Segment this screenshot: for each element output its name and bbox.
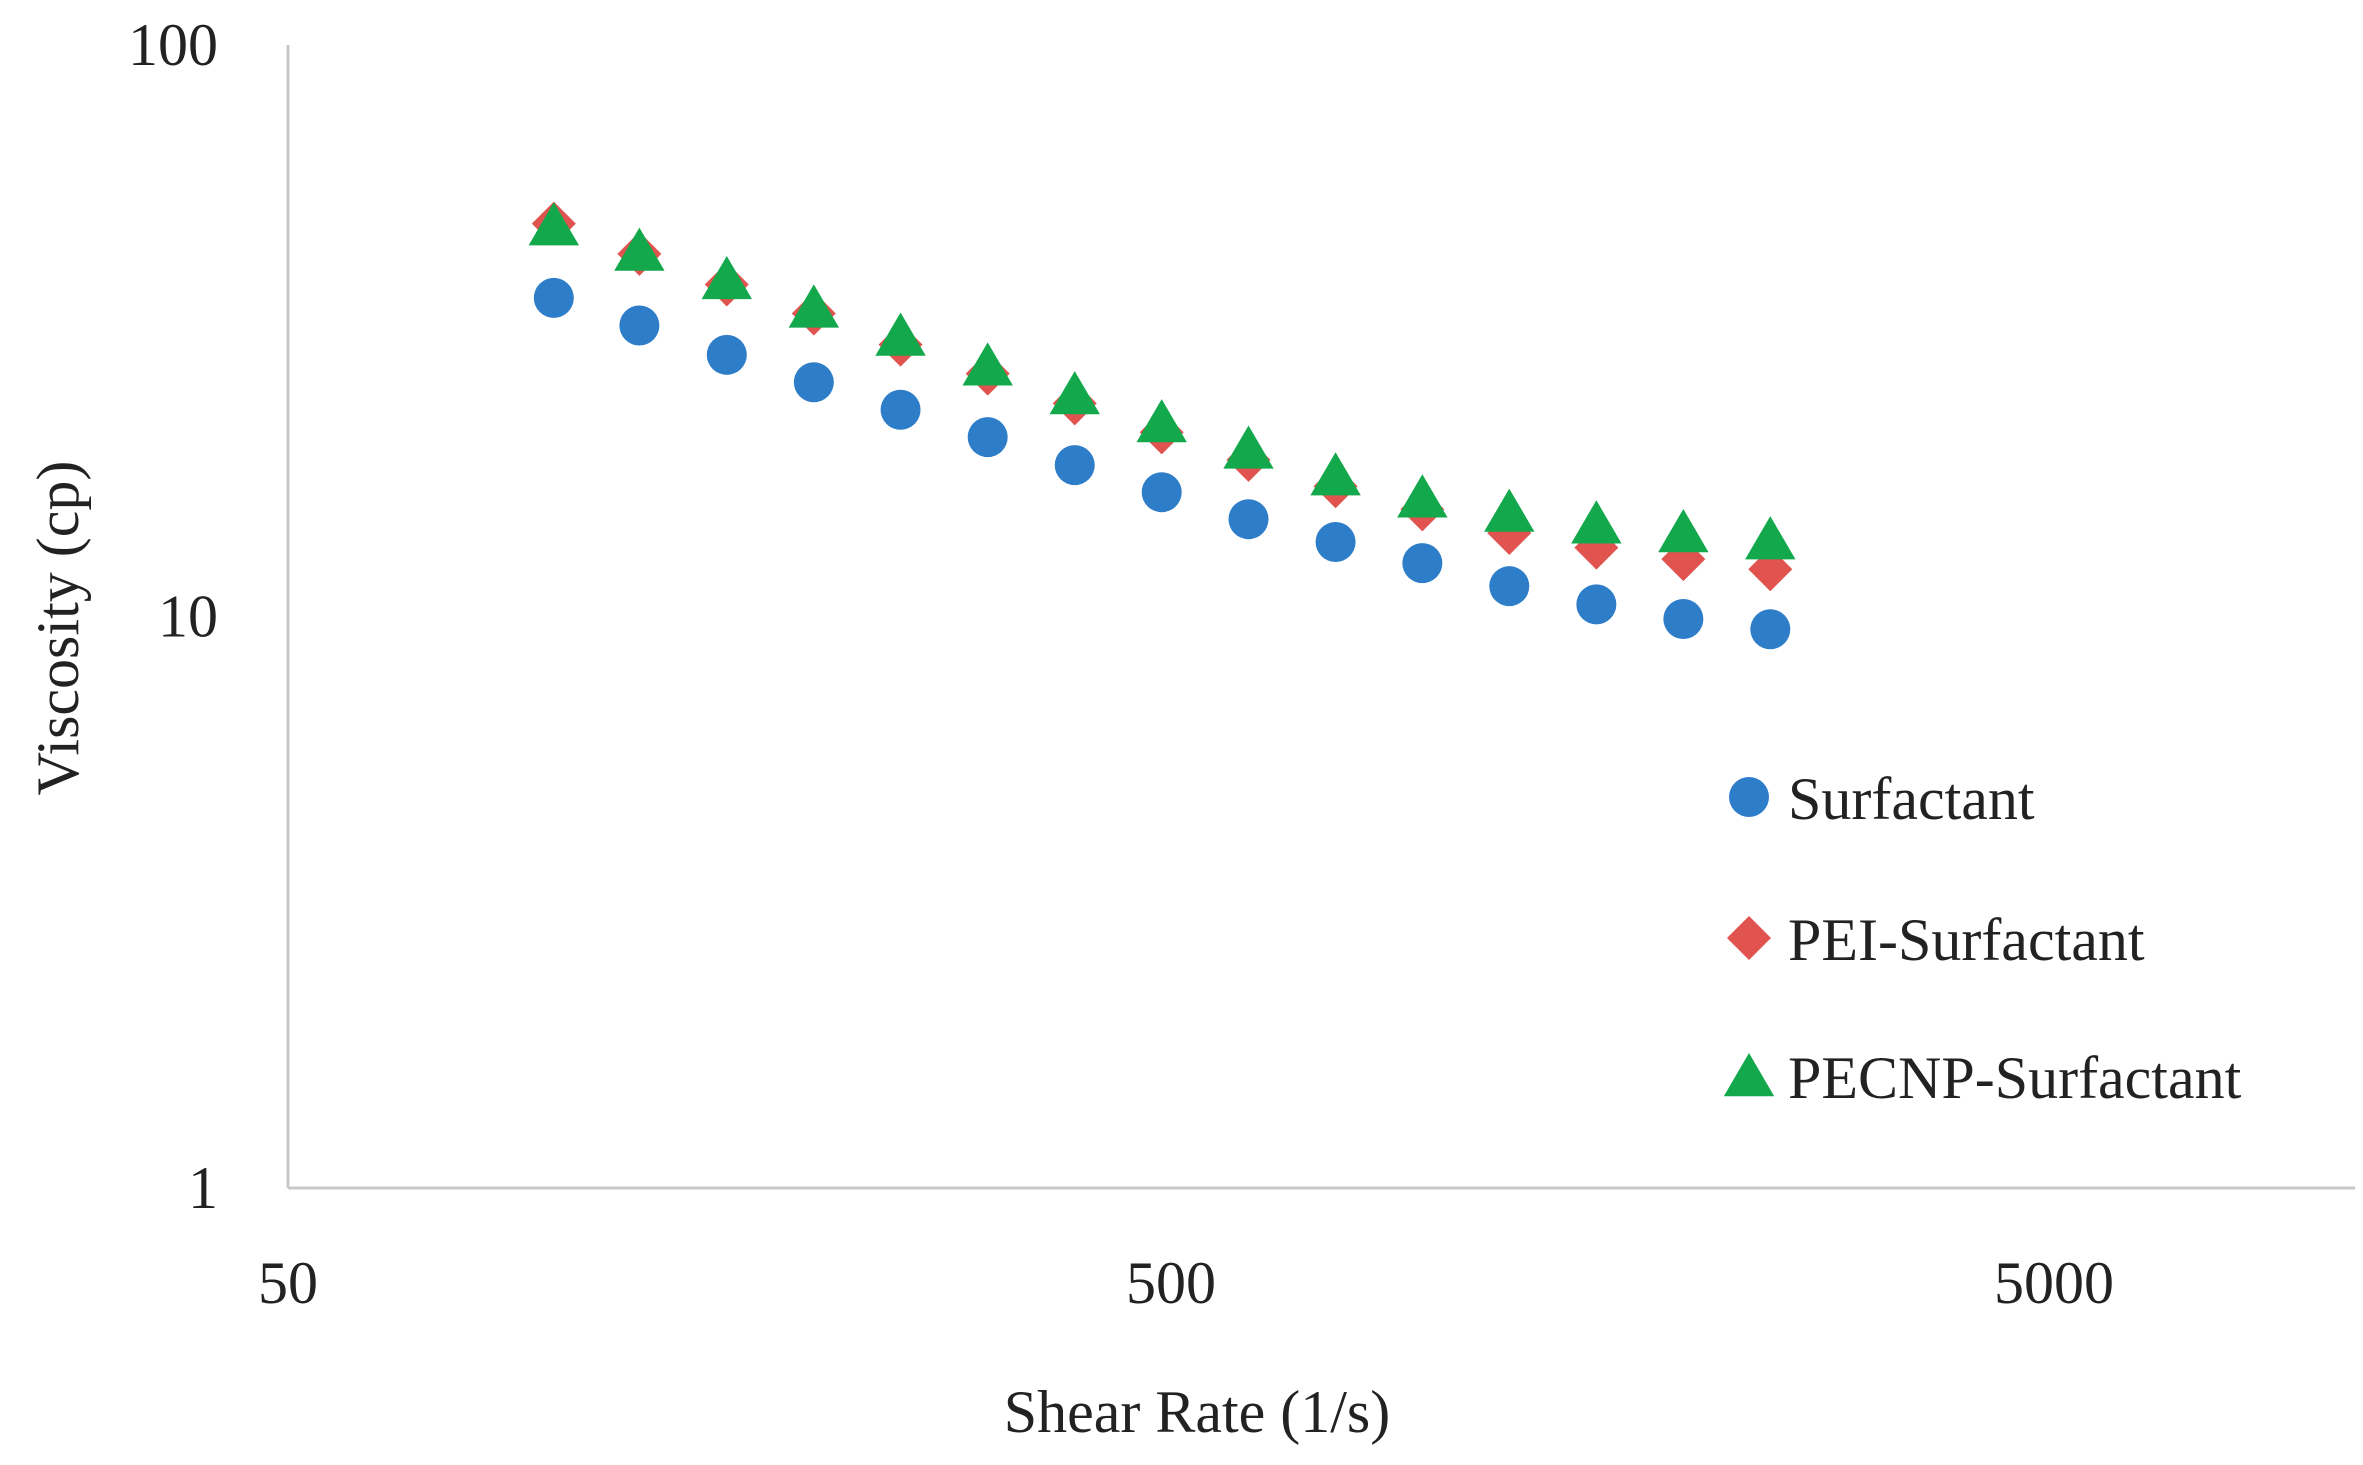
point-surfactant-1: [533, 277, 574, 318]
legend-label-pei-surfactant: PEI-Surfactant: [1788, 907, 2145, 973]
y-tick-label-1: 1: [188, 1155, 218, 1221]
x-tick-labels: 50 500 5000: [258, 1250, 2114, 1316]
point-pecnp-surfactant-5: [875, 312, 926, 356]
point-surfactant-2: [619, 305, 660, 346]
legend-item-pecnp-surfactant: PECNP-Surfactant: [1723, 1045, 2242, 1111]
point-surfactant-10: [1315, 522, 1356, 563]
point-surfactant-13: [1576, 584, 1617, 625]
point-surfactant-11: [1402, 543, 1443, 584]
x-tick-label-500: 500: [1126, 1250, 1216, 1316]
point-surfactant-3: [706, 334, 747, 375]
point-pecnp-surfactant-15: [1745, 516, 1796, 560]
legend-marker-surfactant: [1729, 777, 1769, 817]
point-pecnp-surfactant-13: [1571, 500, 1622, 544]
point-surfactant-12: [1489, 566, 1530, 607]
point-surfactant-7: [1054, 445, 1095, 486]
point-surfactant-8: [1141, 472, 1182, 513]
point-pecnp-surfactant-7: [1049, 371, 1100, 415]
point-surfactant-14: [1663, 598, 1704, 639]
y-tick-label-100: 100: [128, 12, 218, 78]
point-pecnp-surfactant-8: [1136, 399, 1187, 443]
series-layer: [528, 201, 1796, 650]
legend-item-surfactant: Surfactant: [1729, 766, 2035, 832]
y-axis-title: Viscosity (cp): [25, 461, 91, 796]
point-pecnp-surfactant-1: [528, 202, 580, 246]
x-tick-label-5000: 5000: [1994, 1250, 2114, 1316]
point-pecnp-surfactant-4: [788, 284, 840, 328]
y-tick-labels: 1 10 100: [128, 12, 218, 1221]
legend-item-pei-surfactant: PEI-Surfactant: [1727, 907, 2145, 973]
point-surfactant-6: [967, 417, 1008, 458]
point-pecnp-surfactant-14: [1658, 508, 1709, 553]
point-pecnp-surfactant-9: [1223, 425, 1274, 469]
legend: Surfactant PEI-Surfactant PECNP-Surfacta…: [1723, 766, 2242, 1111]
series-surfactant: [533, 277, 1791, 650]
legend-label-pecnp-surfactant: PECNP-Surfactant: [1788, 1045, 2242, 1111]
y-tick-label-10: 10: [158, 584, 218, 650]
point-pecnp-surfactant-2: [614, 227, 665, 271]
x-tick-label-50: 50: [258, 1250, 318, 1316]
legend-symbol-pecnp-surfactant: [1723, 1053, 1775, 1097]
point-pecnp-surfactant-10: [1310, 452, 1361, 496]
point-surfactant-9: [1228, 499, 1269, 540]
point-pecnp-surfactant-11: [1397, 474, 1448, 518]
point-surfactant-4: [793, 362, 834, 403]
series-pecnp-surfactant: [528, 202, 1796, 560]
point-surfactant-5: [880, 389, 921, 430]
point-pecnp-surfactant-3: [701, 255, 752, 300]
point-pecnp-surfactant-12: [1484, 488, 1535, 532]
legend-label-surfactant: Surfactant: [1788, 766, 2035, 832]
point-surfactant-15: [1750, 609, 1791, 650]
x-axis-title: Shear Rate (1/s): [1004, 1379, 1391, 1445]
legend-marker-pei-surfactant: [1727, 916, 1771, 960]
legend-marker-pecnp-surfactant: [1723, 1053, 1775, 1097]
legend-symbol-pei-surfactant: [1727, 916, 1771, 960]
point-pecnp-surfactant-6: [962, 342, 1013, 386]
legend-symbol-surfactant: [1729, 777, 1769, 817]
